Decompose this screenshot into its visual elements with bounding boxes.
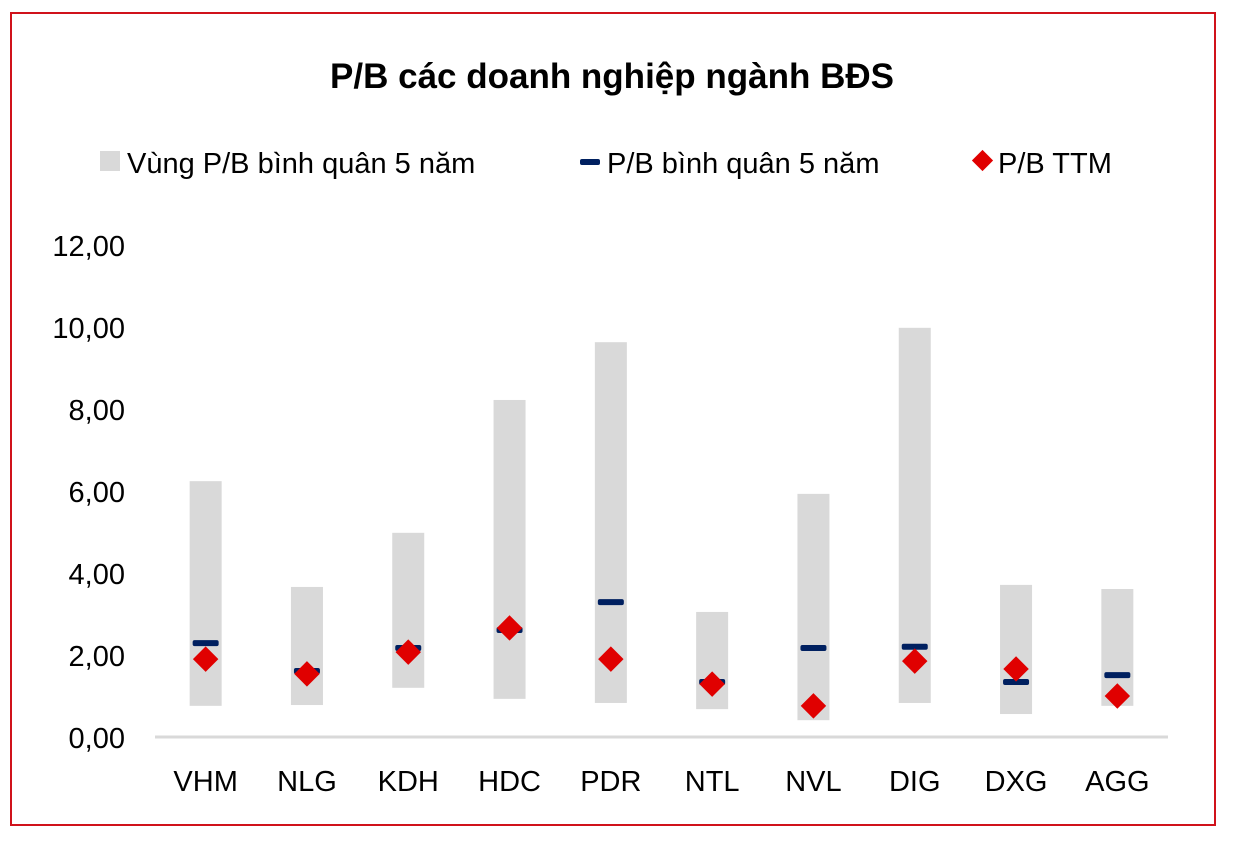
mean-marker-dxg	[1003, 679, 1030, 686]
x-tick-label: DXG	[985, 766, 1048, 798]
chart-title: P/B các doanh nghiệp ngành BĐS	[330, 57, 894, 96]
y-tick-label: 10,00	[52, 313, 125, 345]
mean-marker-nvl	[800, 645, 827, 652]
ttm-marker-dig	[902, 648, 928, 674]
y-tick-label: 0,00	[69, 723, 125, 755]
mean-marker-vhm	[192, 640, 219, 647]
ttm-marker-hdc	[496, 615, 523, 641]
range-bar-dig	[898, 327, 931, 703]
range-bar-dxg	[1000, 584, 1033, 715]
mean-marker-agg	[1104, 672, 1131, 679]
x-tick-label: KDH	[378, 766, 439, 798]
mean-marker-pdr	[597, 599, 624, 606]
ttm-marker-dxg	[1003, 656, 1029, 682]
ttm-marker-ntl	[699, 671, 725, 697]
legend-swatch-range	[100, 151, 120, 171]
mean-marker-dig	[901, 643, 928, 650]
range-bar-nlg	[290, 586, 323, 706]
ttm-marker-kdh	[395, 639, 421, 665]
y-tick-label: 4,00	[69, 559, 125, 591]
ttm-marker-vhm	[192, 646, 219, 672]
y-tick-label: 6,00	[69, 477, 125, 509]
y-tick-label: 8,00	[69, 395, 125, 427]
x-tick-label: PDR	[580, 766, 641, 798]
range-bar-vhm	[189, 481, 222, 706]
x-tick-label: HDC	[478, 766, 541, 798]
legend: Vùng P/B bình quân 5 năm P/B bình quân 5…	[100, 148, 1112, 180]
x-tick-label: DIG	[889, 766, 941, 798]
legend-swatch-mean	[580, 159, 600, 165]
ttm-marker-pdr	[598, 646, 624, 672]
legend-label-range: Vùng P/B bình quân 5 năm	[127, 148, 475, 180]
x-tick-label: NTL	[685, 766, 740, 798]
range-bar-nvl	[797, 493, 830, 721]
ttm-marker-nvl	[800, 693, 827, 719]
legend-label-ttm: P/B TTM	[998, 148, 1112, 180]
ttm-marker-nlg	[294, 661, 320, 687]
chart-frame	[10, 12, 1216, 826]
y-tick-label: 2,00	[69, 641, 125, 673]
y-tick-label: 12,00	[52, 231, 125, 263]
x-tick-label: AGG	[1085, 766, 1149, 798]
range-bar-hdc	[493, 399, 526, 699]
range-bar-pdr	[594, 342, 627, 703]
legend-label-mean: P/B bình quân 5 năm	[607, 148, 879, 180]
x-tick-label: NLG	[277, 766, 337, 798]
x-tick-label: NVL	[785, 766, 841, 798]
x-tick-label: VHM	[173, 766, 237, 798]
legend-swatch-ttm	[971, 149, 994, 172]
